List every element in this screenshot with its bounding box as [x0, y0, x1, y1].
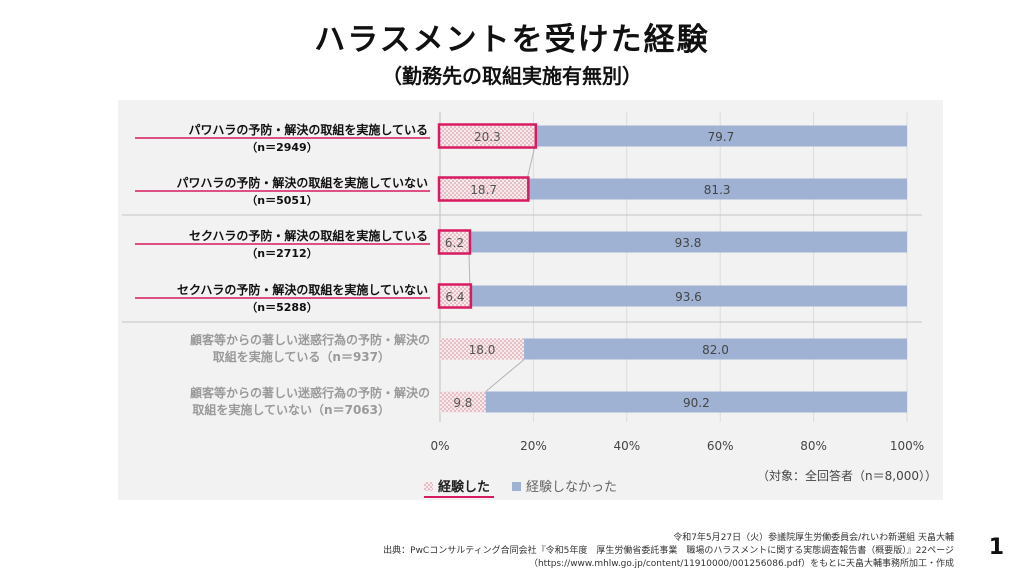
x-tick-label: 60%: [707, 439, 734, 453]
bar-not-experienced: [524, 338, 907, 360]
connector-line: [485, 359, 525, 392]
legend-label-not-experienced: 経験しなかった: [526, 480, 617, 495]
bar-experienced: [440, 338, 525, 360]
bar-not-experienced: [527, 178, 907, 200]
bar-not-experienced: [468, 231, 907, 253]
data-label: 90.2: [683, 396, 710, 410]
bar-experienced: [440, 285, 470, 307]
category-label: パワハラの予防・解決の取組を実施している: [188, 122, 428, 137]
x-tick-label: 100%: [890, 439, 924, 453]
data-label: 82.0: [702, 343, 729, 357]
category-label: 顧客等からの著しい迷惑行為の予防・解決の: [190, 332, 430, 347]
bar-experienced: [440, 178, 528, 200]
category-label: セクハラの予防・解決の取組を実施している: [189, 228, 428, 243]
category-label-line2: 取組を実施している（n＝937）: [213, 349, 390, 364]
data-label: 81.3: [704, 183, 731, 197]
footer-url-line: （https://www.mhlw.go.jp/content/11910000…: [528, 559, 954, 569]
highlight-box: [437, 229, 472, 255]
data-label: 79.7: [708, 130, 735, 144]
bar-experienced: [440, 391, 486, 413]
bar-not-experienced: [469, 285, 907, 307]
x-tick-label: 40%: [613, 439, 640, 453]
data-label: 93.6: [675, 290, 702, 304]
page-number: 1: [988, 535, 1004, 560]
bar-not-experienced: [485, 391, 907, 413]
category-label: 顧客等からの著しい迷惑行為の予防・解決の: [190, 385, 430, 400]
category-n-label: （n＝5051）: [246, 194, 317, 207]
chart-note: （対象：全回答者（n＝8,000））: [757, 468, 937, 483]
category-label: セクハラの予防・解決の取組を実施していない: [177, 282, 428, 297]
legend-swatch-experienced: [424, 482, 433, 491]
data-label: 6.4: [445, 290, 464, 304]
connector-line: [526, 146, 536, 179]
footer-source-line: 出典：PwCコンサルティング合同会社『令和5年度 厚生労働省委託事業 職場のハラ…: [383, 546, 954, 556]
x-tick-label: 80%: [800, 439, 827, 453]
data-label: 6.2: [445, 236, 464, 250]
category-n-label: （n＝2712）: [246, 247, 317, 260]
x-tick-label: 0%: [430, 439, 449, 453]
data-label: 18.0: [469, 343, 496, 357]
legend-swatch-not-experienced: [512, 482, 521, 491]
page-title: ハラスメントを受けた経験: [314, 22, 710, 58]
x-tick-label: 20%: [520, 439, 547, 453]
connector-line: [468, 252, 471, 286]
highlight-box: [437, 283, 473, 309]
data-label: 18.7: [470, 183, 497, 197]
category-n-label: （n＝2949）: [246, 141, 317, 154]
bar-experienced: [440, 125, 535, 147]
legend-label-experienced: 経験した: [438, 479, 490, 495]
highlight-box: [437, 176, 530, 202]
category-label-line2: 取組を実施していない（n＝7063）: [192, 402, 390, 417]
category-label: パワハラの予防・解決の取組を実施していない: [176, 175, 428, 190]
highlight-box: [437, 123, 538, 149]
data-label: 20.3: [474, 130, 501, 144]
data-label: 93.8: [675, 236, 702, 250]
footer-date-line: 令和7年5月27日（火）参議院厚生労働委員会/れいわ新選組 天畠大輔: [673, 533, 954, 543]
page-subtitle: （勤務先の取組実施有無別）: [382, 64, 642, 88]
bar-not-experienced: [534, 125, 907, 147]
data-label: 9.8: [453, 396, 472, 410]
bar-experienced: [440, 231, 469, 253]
chart-legend: 経験した 経験しなかった: [424, 479, 617, 498]
category-n-label: （n＝5288）: [246, 301, 317, 314]
